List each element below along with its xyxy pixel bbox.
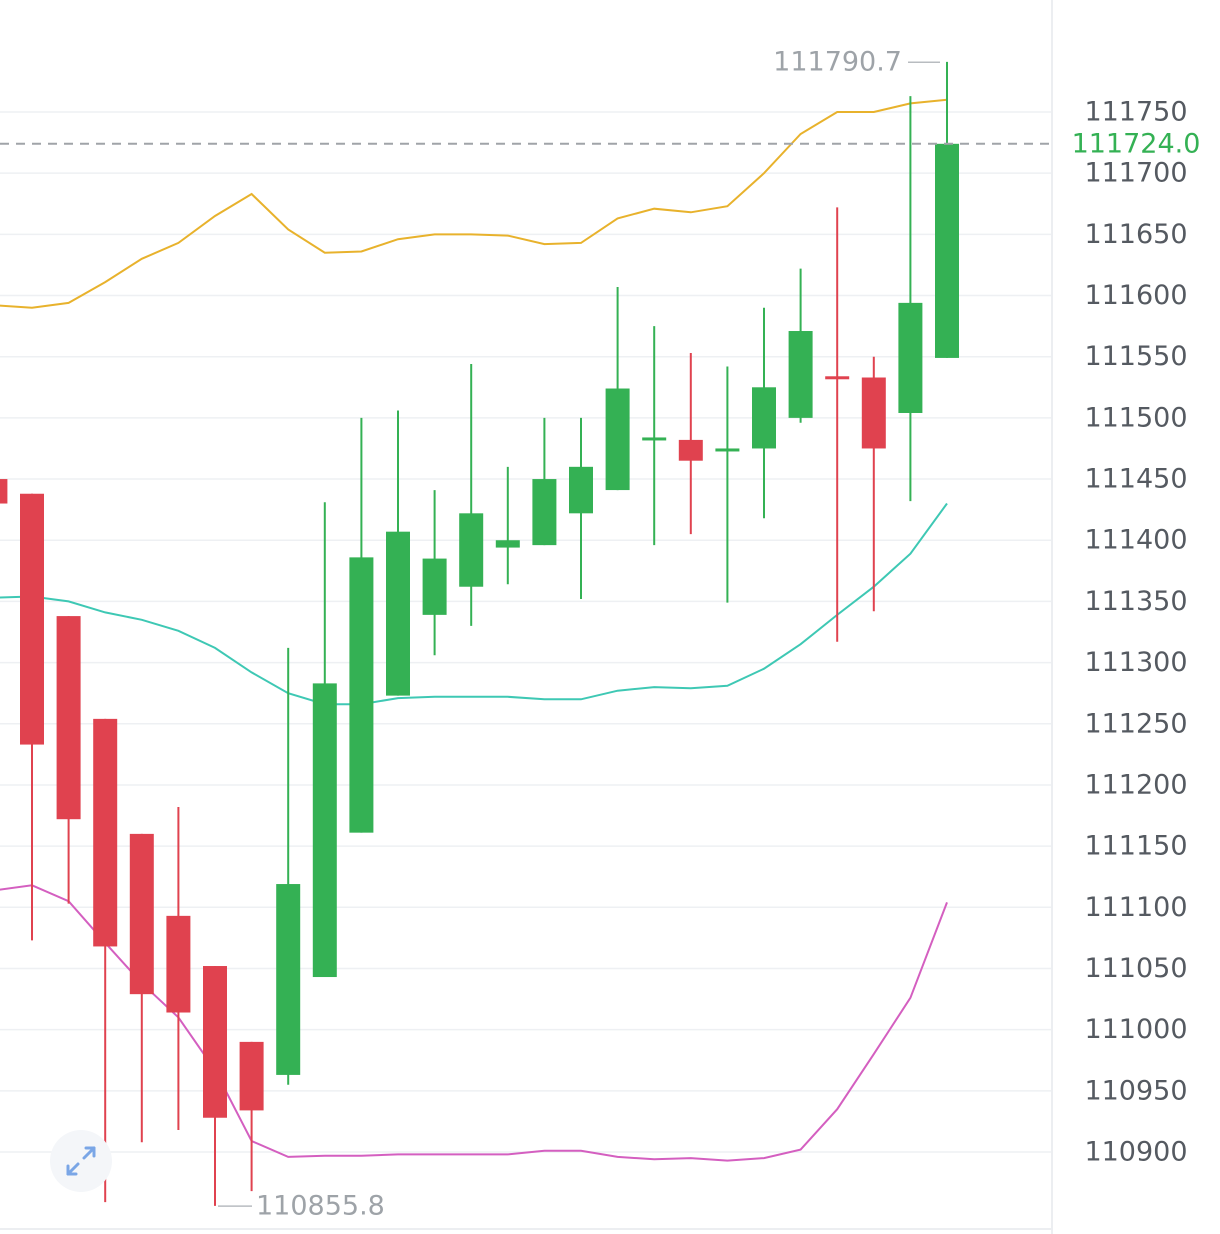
y-tick-label: 110950 <box>1084 1075 1187 1106</box>
candle <box>349 417 374 833</box>
candle-body <box>276 884 301 1075</box>
candle <box>935 61 959 358</box>
candle <box>422 490 447 656</box>
candle <box>605 286 630 491</box>
y-tick-label: 111500 <box>1084 402 1187 433</box>
grid <box>0 111 1052 1153</box>
candle-body <box>935 143 959 358</box>
y-tick-label: 111000 <box>1084 1014 1187 1045</box>
candle <box>752 307 776 519</box>
candle-body <box>678 439 703 461</box>
y-tick-label: 111300 <box>1084 647 1187 678</box>
candle <box>861 356 886 612</box>
bollinger-bands <box>0 98 948 1162</box>
candle <box>93 718 118 1203</box>
candle-body <box>312 683 337 978</box>
y-tick-label: 111350 <box>1084 586 1187 617</box>
candle-body <box>898 302 923 413</box>
current-price-tag-bg <box>1062 126 1214 161</box>
candle-body <box>788 331 813 418</box>
candle <box>0 479 8 504</box>
middle-band-line <box>0 502 948 706</box>
candle <box>56 616 81 904</box>
y-tick-label: 111200 <box>1084 769 1187 800</box>
candle <box>715 366 740 603</box>
y-tick-label: 111250 <box>1084 708 1187 739</box>
y-tick-label: 111600 <box>1084 280 1187 311</box>
expand-arrows-icon <box>66 1146 96 1176</box>
candle-body <box>715 448 740 452</box>
expand-button[interactable] <box>50 1130 112 1192</box>
candle-body <box>20 493 44 745</box>
low-annotation: 110855.8 <box>256 1191 385 1222</box>
candle <box>386 410 410 696</box>
candle <box>898 96 923 502</box>
y-tick-label: 111700 <box>1084 158 1187 189</box>
candle <box>569 417 593 599</box>
candle-body <box>605 388 630 491</box>
candle-body <box>825 376 850 380</box>
candle <box>129 833 154 1143</box>
candle <box>495 466 520 585</box>
y-axis-ticks: 111750 111700 111650 111600 111550 111500 1114… <box>1084 97 1187 1168</box>
current-price-label: 111724.0 <box>1072 128 1201 159</box>
candle-body <box>861 377 886 449</box>
candle-body <box>129 833 154 995</box>
candle <box>532 417 557 546</box>
y-tick-label: 111450 <box>1084 464 1187 495</box>
y-tick-label: 110900 <box>1084 1137 1187 1168</box>
candle-body <box>166 915 191 1013</box>
y-tick-label: 111100 <box>1084 892 1187 923</box>
high-annotation: 111790.7 <box>773 47 902 78</box>
candle-body <box>386 531 410 696</box>
candle <box>459 364 484 626</box>
candle-body <box>459 513 484 587</box>
candle <box>642 326 667 546</box>
candle-body <box>349 557 374 833</box>
candle-body <box>422 558 447 615</box>
candle-body <box>752 387 776 449</box>
y-tick-label: 111550 <box>1084 341 1187 372</box>
candle-body <box>532 479 557 546</box>
y-tick-label: 111650 <box>1084 219 1187 250</box>
y-tick-label: 111400 <box>1084 525 1187 556</box>
candle <box>276 647 301 1085</box>
candle-body <box>495 540 520 548</box>
upper-band-line <box>0 98 948 309</box>
y-tick-label: 111750 <box>1084 97 1187 128</box>
candle-body <box>56 616 81 820</box>
y-tick-label: 111150 <box>1084 831 1187 862</box>
candle <box>166 806 191 1130</box>
candle-body <box>93 718 118 947</box>
candle-body <box>0 479 8 504</box>
candle <box>203 966 227 1206</box>
candle <box>239 1041 264 1192</box>
lower-band-line <box>0 884 948 1162</box>
candle <box>20 493 44 941</box>
candle-body <box>203 966 227 1118</box>
candle <box>678 353 703 535</box>
candle <box>825 207 850 642</box>
candle-body <box>569 466 593 514</box>
candle <box>312 502 337 978</box>
candles <box>0 61 959 1206</box>
candle-body <box>642 437 667 441</box>
candle <box>788 268 813 423</box>
y-tick-label: 111050 <box>1084 953 1187 984</box>
candle-body <box>239 1041 264 1111</box>
